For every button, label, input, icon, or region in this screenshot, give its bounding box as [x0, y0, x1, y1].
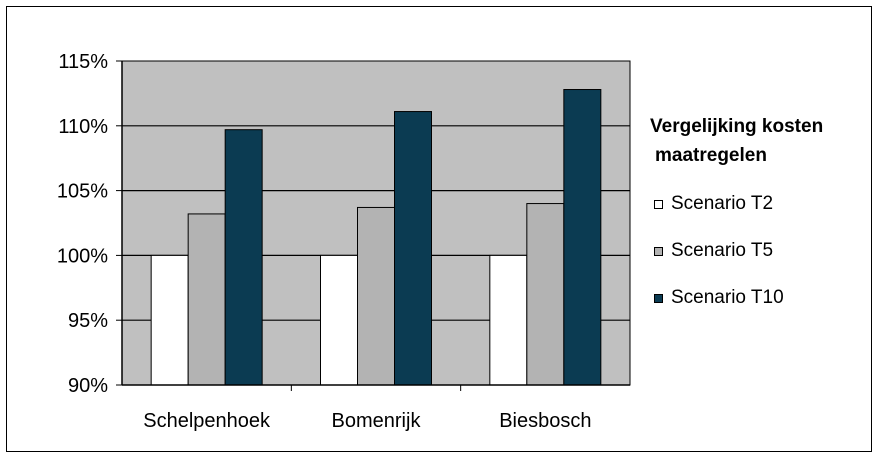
y-tick-label: 110% — [58, 116, 108, 138]
y-tick-label: 95% — [68, 310, 108, 332]
y-tick-label: 115% — [58, 51, 108, 73]
bar-bomenrijk-1 — [320, 254, 358, 386]
legend-swatch-t2 — [654, 199, 663, 209]
x-tick-label: Bomenrijk — [332, 410, 422, 432]
legend-swatch-t10 — [654, 293, 663, 303]
y-tick-label: 105% — [57, 181, 108, 203]
plot-area: 90% 95% 100% 105% 110% 115% Schelpenhoek Bomenr… — [57, 51, 631, 432]
legend-swatch-t5 — [654, 246, 663, 256]
x-tick-label: Biesbosch — [499, 410, 591, 432]
bar-schelpenhoek-2 — [187, 213, 226, 386]
bar-bomenrijk-3 — [394, 111, 432, 386]
legend-title: Vergelijking kosten maatregelen — [650, 112, 874, 170]
bar-biesbosch-2 — [526, 203, 565, 386]
legend-label-t2: Scenario T2 — [671, 193, 774, 214]
y-tick-label: 90% — [68, 375, 108, 397]
x-tick-label: Schelpenhoek — [143, 410, 271, 432]
legend: Vergelijking kosten maatregelen Scenario… — [650, 112, 870, 311]
bar-biesbosch-3 — [563, 89, 602, 386]
bar-schelpenhoek-3 — [224, 129, 263, 386]
legend-title-line2: maatregelen — [655, 145, 767, 166]
bar-bomenrijk-2 — [357, 206, 395, 386]
y-tick-label: 100% — [57, 245, 108, 267]
legend-item-t10: Scenario T10 — [654, 285, 870, 311]
bar-biesbosch-1 — [489, 254, 528, 386]
legend-label-t10: Scenario T10 — [671, 287, 784, 308]
bar-schelpenhoek-1 — [150, 254, 189, 386]
legend-label-t5: Scenario T5 — [671, 240, 774, 261]
legend-item-t2: Scenario T2 — [654, 191, 870, 217]
legend-item-t5: Scenario T5 — [654, 238, 870, 264]
legend-title-line1: Vergelijking kosten — [650, 116, 824, 137]
